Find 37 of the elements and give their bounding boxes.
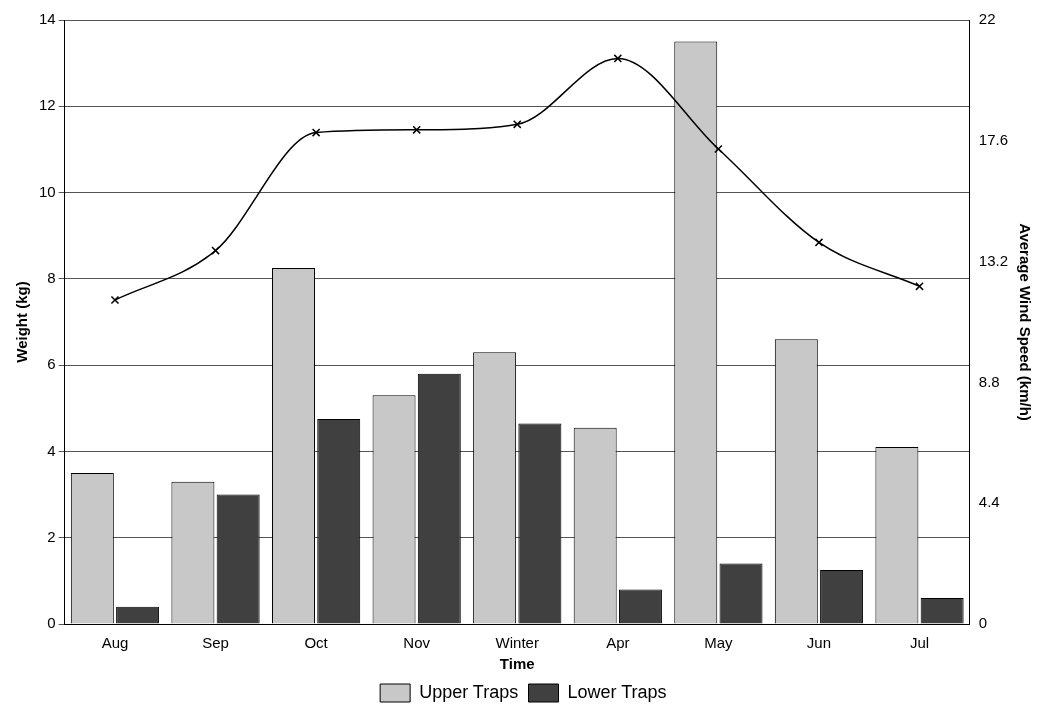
y2-tick-label: 22: [978, 10, 996, 28]
y-tick-label: 2: [47, 527, 56, 545]
point: [814, 238, 824, 247]
y-tick-label: 10: [39, 182, 56, 200]
legend-label: Upper Traps: [419, 681, 519, 702]
point: [311, 128, 321, 137]
y2-tick-label: 4.4: [978, 493, 1000, 511]
point: [915, 282, 924, 291]
y-tick-label: 0: [47, 614, 56, 632]
y-axis-title: Weight (kg): [13, 281, 31, 363]
x-tick-label: Sep: [202, 634, 229, 652]
x-tick-label: Nov: [403, 634, 431, 652]
x-axis-title: Time: [499, 655, 535, 673]
point: [211, 246, 220, 255]
point: [613, 54, 623, 63]
x-tick-label: May: [704, 634, 734, 652]
y2-axis-title: Average Wind Speed (km/h): [1016, 223, 1034, 421]
y-tick-label: 8: [47, 269, 56, 286]
y2-tick-label: 13.2: [978, 251, 1009, 269]
y-tick-label: 14: [39, 10, 56, 28]
x-tick-label: Apr: [606, 634, 630, 652]
y2-tick-label: 8.8: [978, 372, 1000, 390]
x-tick-label: Jul: [909, 634, 930, 652]
legend-label: Lower Traps: [567, 681, 667, 702]
point: [512, 120, 522, 129]
point: [110, 295, 120, 305]
x-tick-label: Winter: [495, 634, 539, 652]
x-tick-label: Jun: [806, 634, 832, 652]
x-tick-label: Oct: [304, 634, 329, 652]
x-tick-label: Aug: [101, 634, 129, 652]
y-tick-label: 12: [39, 96, 56, 114]
point: [412, 125, 421, 135]
y-tick-label: 4: [47, 441, 56, 459]
y2-tick-label: 17.6: [978, 130, 1009, 148]
y-tick-label: 6: [47, 355, 56, 373]
y2-tick-label: 0: [978, 614, 988, 632]
point: [714, 144, 723, 154]
